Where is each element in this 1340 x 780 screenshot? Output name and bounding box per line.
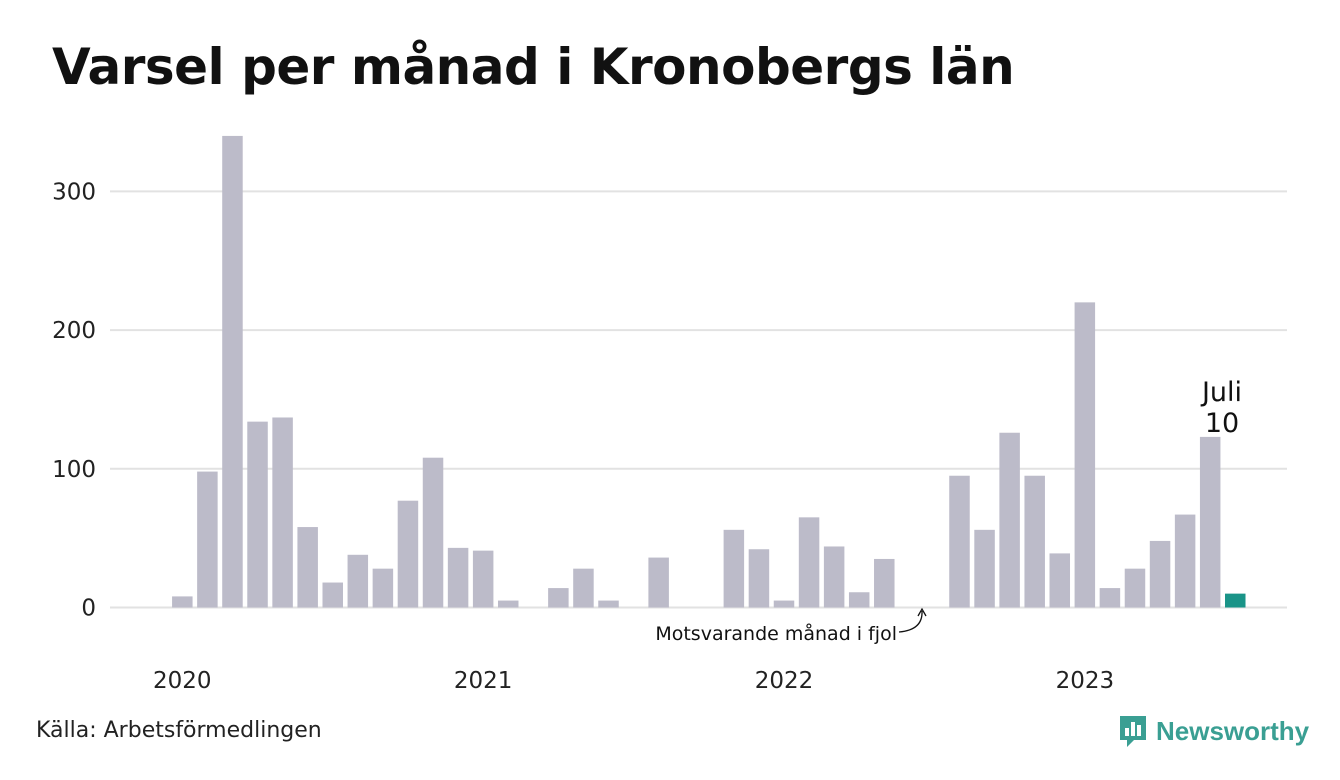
bar [1124, 568, 1146, 608]
bar [823, 546, 845, 608]
bar [1174, 514, 1196, 608]
y-tick-label: 300 [52, 179, 96, 205]
bar [1149, 540, 1171, 608]
bar [773, 600, 795, 608]
bar [1074, 302, 1096, 608]
bar [397, 500, 419, 608]
bar [999, 432, 1020, 608]
bar [472, 550, 494, 608]
bar [573, 568, 594, 608]
annotation-arrowhead [917, 607, 927, 617]
brand-name: Newsworthy [1156, 715, 1310, 746]
bar [272, 417, 293, 608]
bar [322, 582, 343, 608]
x-year-label: 2022 [755, 668, 814, 694]
y-tick-label: 0 [81, 596, 96, 622]
bar [297, 527, 318, 608]
bar [798, 517, 820, 608]
bar [1024, 475, 1045, 608]
x-year-label: 2020 [153, 668, 212, 694]
bar [874, 558, 895, 608]
bar [723, 529, 745, 608]
x-year-label: 2021 [454, 668, 513, 694]
bar [1049, 553, 1071, 608]
bar [422, 457, 444, 608]
bars [172, 135, 1246, 608]
bar [172, 596, 193, 608]
bar [497, 600, 519, 608]
x-year-label: 2023 [1056, 668, 1115, 694]
bar-current-month [1225, 593, 1246, 608]
bar [748, 549, 770, 608]
brand-logo: Newsworthy [1118, 714, 1309, 748]
bar [974, 529, 995, 608]
bar [247, 421, 268, 608]
chart-title: Varsel per månad i Kronobergs län [52, 38, 1015, 96]
bar [848, 592, 870, 608]
bar [197, 471, 218, 608]
bar [1199, 436, 1221, 608]
x-axis-year-labels: 2020 2021 2022 2023 [153, 668, 1114, 694]
bar [222, 135, 243, 608]
newsworthy-logo-icon [1120, 716, 1146, 747]
bar [1099, 588, 1121, 608]
bar [548, 588, 569, 608]
bar [447, 547, 469, 608]
y-axis-ticks: 0 100 200 300 [52, 179, 96, 621]
bar [347, 554, 369, 608]
y-tick-label: 100 [52, 457, 96, 483]
bar [949, 475, 970, 608]
bar [648, 557, 669, 608]
annotation-arrow [898, 610, 923, 633]
highlight-month-label: Juli [1200, 377, 1242, 408]
y-tick-label: 200 [52, 318, 96, 344]
bar [598, 600, 619, 608]
previous-year-annotation: Motsvarande månad i fjol [655, 622, 897, 645]
source-note: Källa: Arbetsförmedlingen [36, 718, 322, 743]
highlight-value-label: 10 [1205, 408, 1239, 439]
bar [372, 568, 394, 608]
